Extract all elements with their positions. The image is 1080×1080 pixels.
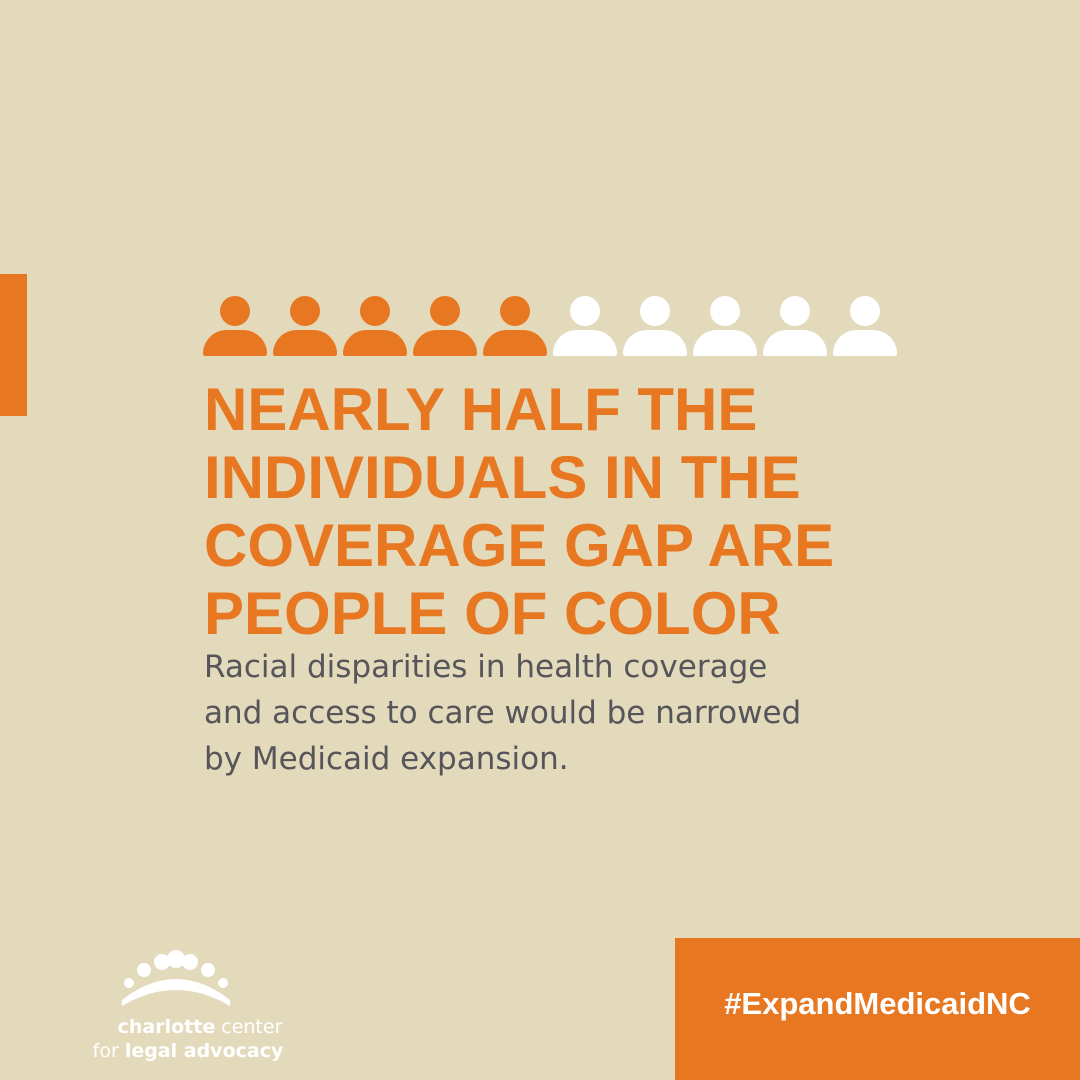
hashtag-banner: #ExpandMedicaidNC [675,938,1080,1080]
person-icon [273,294,337,360]
logo-text-line2: for legal advocacy [78,1040,298,1062]
person-icon [413,294,477,360]
logo-text-bold: legal advocacy [124,1040,284,1062]
accent-bar [0,274,27,416]
logo-text-line1: charlotte center [90,1016,310,1038]
subtext: Racial disparities in health coverage an… [204,644,1004,782]
hashtag-text: #ExpandMedicaidNC [724,986,1031,1021]
headline-line: INDIVIDUALS IN THE [204,444,801,511]
subtext-line: Racial disparities in health coverage [204,649,768,685]
person-icon [553,294,617,360]
headline: NEARLY HALF THE INDIVIDUALS IN THE COVER… [204,376,1024,648]
person-icon [203,294,267,360]
person-icon [763,294,827,360]
headline-line: PEOPLE OF COLOR [204,580,781,647]
people-arc-logo-icon [122,950,230,1006]
subtext-line: and access to care would be narrowed [204,695,802,731]
logo-text-bold: charlotte [117,1016,216,1038]
headline-line: NEARLY HALF THE [204,376,758,443]
logo-text-regular: for [92,1040,125,1062]
charlotte-center-logo: charlotte center for legal advocacy [78,950,288,1070]
logo-text-regular: center [215,1016,283,1038]
headline-line: COVERAGE GAP ARE [204,512,835,579]
person-icon [483,294,547,360]
people-icon-row [203,294,903,360]
person-icon [623,294,687,360]
person-icon [833,294,897,360]
subtext-line: by Medicaid expansion. [204,741,569,777]
person-icon [343,294,407,360]
person-icon [693,294,757,360]
